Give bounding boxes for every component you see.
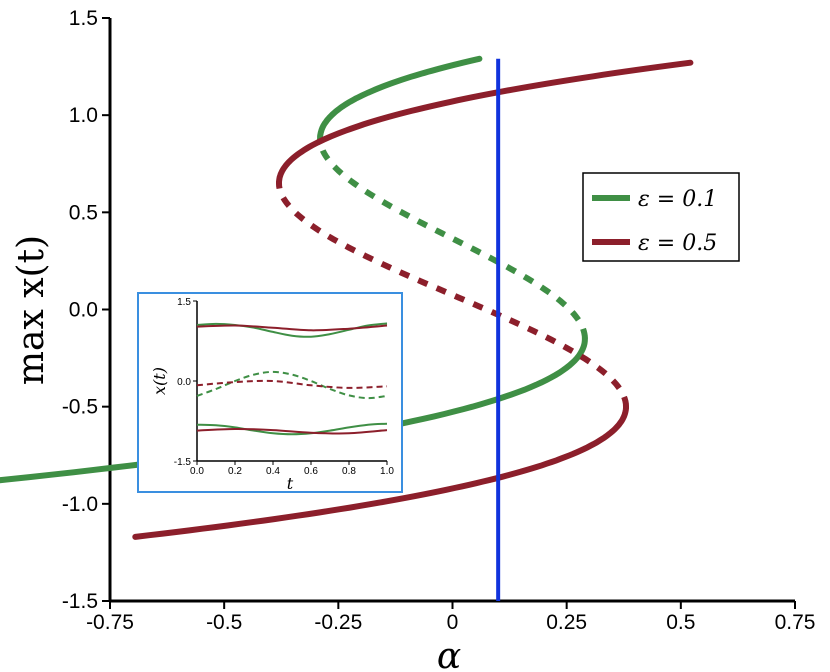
x-tick-label: 0.75 [775, 611, 816, 634]
inset-series-line [196, 379, 388, 389]
inset-y-axis-title: x(t) [150, 367, 169, 395]
inset-frame [137, 292, 403, 493]
inset-series-line [196, 427, 388, 435]
series-1-middle-branch [317, 138, 588, 339]
inset-x-tick-label: 0.2 [228, 466, 242, 477]
x-tick-label: 0.25 [546, 611, 587, 634]
inset-x-tick-label: 0.8 [342, 466, 356, 477]
main-axes: -0.75 -0.5 -0.25 0 0.25 0.5 0.75 -1.5 -1.0 -0.5 0.… [11, 7, 815, 672]
inset-plot: 0.0 0.2 0.4 0.6 0.8 1.0-1.50.01.5tx(t) [137, 292, 403, 493]
y-tick-label: -1.5 [62, 590, 98, 613]
y-tick-label: 0.5 [69, 201, 98, 224]
legend-label: ε = 0.1 [638, 187, 717, 212]
y-axis-title: max x(t) [11, 235, 52, 385]
inset-x-axis-title: t [287, 474, 294, 493]
inset-x-tick-label: 1.0 [380, 466, 394, 477]
y-tick-label: 0.0 [69, 299, 98, 322]
legend: ε = 0.1 ε = 0.5 [582, 172, 740, 262]
x-tick-label: -0.75 [86, 611, 134, 634]
x-tick-label: -0.5 [206, 611, 242, 634]
series-2-lower-branch [132, 403, 629, 540]
y-tick-label: -1.0 [62, 493, 98, 516]
series-1-upper-branch [317, 55, 483, 142]
legend-box [582, 172, 740, 262]
y-tick-label: -0.5 [62, 396, 98, 419]
y-tick-label: 1.0 [69, 104, 98, 127]
x-tick-label: 0 [447, 611, 459, 634]
inset-x-tick-label: 0.6 [304, 466, 318, 477]
series-2-middle-branch [276, 183, 629, 407]
inset-series-line [196, 422, 388, 436]
x-tick-label: -0.25 [314, 611, 362, 634]
legend-label: ε = 0.5 [638, 231, 717, 256]
x-axis-title: α [437, 636, 461, 672]
inset-y-tick-label: 0.0 [177, 377, 191, 388]
inset-x-tick-label: 0.0 [190, 466, 204, 477]
inset-y-tick-label: 1.5 [177, 297, 191, 308]
inset-series-line [196, 324, 388, 332]
inset-y-tick-label: -1.5 [174, 457, 192, 468]
series-2-upper-branch [276, 59, 694, 187]
inset-x-tick-label: 0.4 [266, 466, 280, 477]
x-tick-label: 0.5 [666, 611, 695, 634]
y-tick-label: 1.5 [69, 7, 98, 30]
